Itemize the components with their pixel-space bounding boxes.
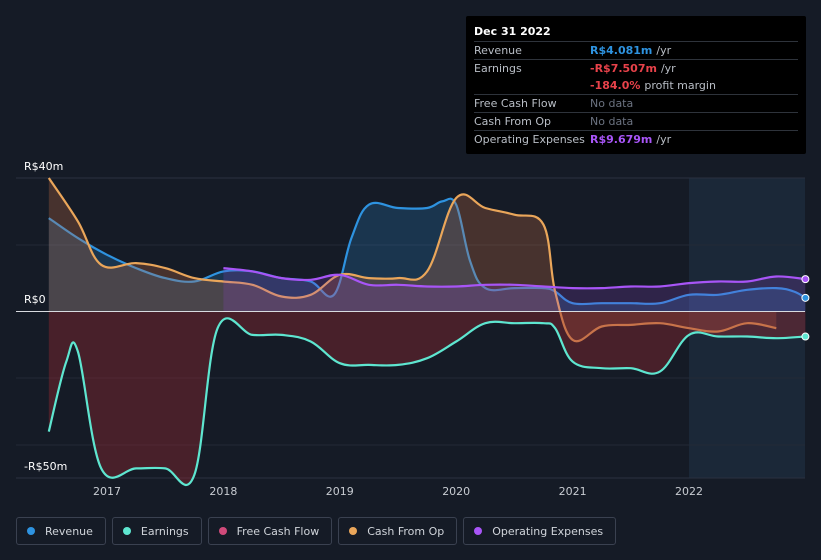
tooltip-value: -184.0% xyxy=(590,79,641,92)
legend-dot-icon xyxy=(474,527,483,535)
tooltip-date: Dec 31 2022 xyxy=(474,25,551,38)
operating-expenses-endpoint xyxy=(801,275,810,284)
tooltip-unit: profit margin xyxy=(644,79,716,92)
chart-legend: Revenue Earnings Free Cash Flow Cash Fro… xyxy=(16,517,617,545)
earnings-area xyxy=(48,311,806,485)
tooltip-label: Revenue xyxy=(474,44,522,57)
legend-dot-icon xyxy=(349,527,358,535)
legend-item-free-cash-flow[interactable]: Free Cash Flow xyxy=(207,517,333,545)
operating-expenses-line xyxy=(223,267,806,290)
operating-expenses-area xyxy=(223,268,806,312)
x-tick-label: 2019 xyxy=(326,485,354,498)
tooltip-row-profit-margin: -184.0% profit margin xyxy=(474,77,798,94)
y-tick-label-zero: R$0 xyxy=(24,293,46,306)
y-tick-label-top: R$40m xyxy=(24,160,64,173)
tooltip-row-revenue: Revenue R$4.081m /yr xyxy=(474,41,798,59)
tooltip-unit: /yr xyxy=(656,44,672,57)
tooltip-row-cash-from-op: Cash From Op No data xyxy=(474,112,798,130)
legend-item-revenue[interactable]: Revenue xyxy=(16,517,106,545)
tooltip-value: R$4.081m xyxy=(590,44,653,57)
tooltip-unit: /yr xyxy=(660,62,676,75)
cash-from-op-area xyxy=(48,178,777,342)
earnings-line xyxy=(47,317,806,486)
tooltip-unit: /yr xyxy=(656,133,672,146)
legend-label: Earnings xyxy=(140,524,189,538)
tooltip-value: -R$7.507m xyxy=(590,62,657,75)
tooltip-value: No data xyxy=(590,97,634,110)
tooltip-label: Earnings xyxy=(474,62,522,75)
data-tooltip: Dec 31 2022 Revenue R$4.081m /yr Earning… xyxy=(466,16,806,154)
legend-label: Operating Expenses xyxy=(492,524,604,538)
tooltip-row-free-cash-flow: Free Cash Flow No data xyxy=(474,94,798,112)
legend-label: Revenue xyxy=(45,524,93,538)
y-tick-label-bottom: -R$50m xyxy=(24,460,68,473)
revenue-line xyxy=(48,197,806,306)
tooltip-label xyxy=(474,77,590,94)
x-tick-label: 2018 xyxy=(209,485,237,498)
highlight-band xyxy=(689,178,805,478)
tooltip-value: No data xyxy=(590,115,634,128)
tooltip-label: Operating Expenses xyxy=(474,133,585,146)
legend-label: Free Cash Flow xyxy=(236,524,320,538)
cash-from-op-line xyxy=(47,177,777,343)
legend-dot-icon xyxy=(27,527,35,535)
legend-dot-icon xyxy=(218,527,227,535)
tooltip-row-earnings: Earnings -R$7.507m /yr xyxy=(474,59,798,77)
tooltip-row-operating-expenses: Operating Expenses R$9.679m /yr xyxy=(474,130,798,148)
x-tick-label: 2021 xyxy=(559,485,587,498)
revenue-endpoint xyxy=(801,293,810,302)
tooltip-label: Free Cash Flow xyxy=(474,97,557,110)
legend-label: Cash From Op xyxy=(367,524,445,538)
tooltip-label: Cash From Op xyxy=(474,115,552,128)
legend-dot-icon xyxy=(122,527,131,535)
x-tick-label: 2022 xyxy=(675,485,703,498)
earnings-endpoint xyxy=(801,332,810,341)
legend-item-earnings[interactable]: Earnings xyxy=(111,517,202,545)
x-tick-label: 2020 xyxy=(442,485,470,498)
x-tick-label: 2017 xyxy=(93,485,121,498)
tooltip-value: R$9.679m xyxy=(590,133,653,146)
legend-item-operating-expenses[interactable]: Operating Expenses xyxy=(463,517,617,545)
legend-item-cash-from-op[interactable]: Cash From Op xyxy=(338,517,458,545)
